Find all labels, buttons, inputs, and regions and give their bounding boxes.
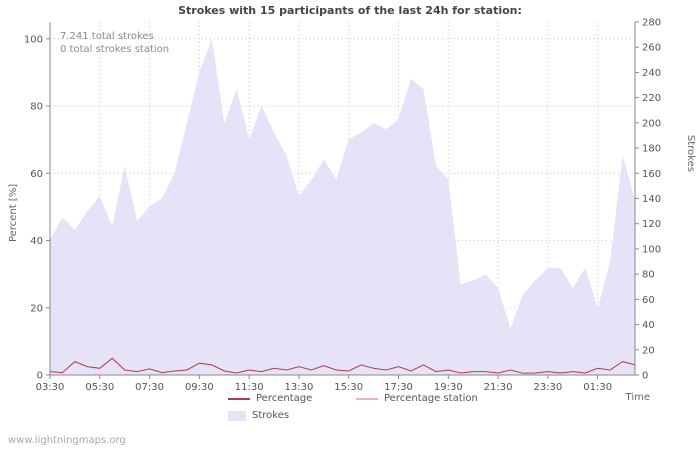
tick-label-x: 05:30	[85, 382, 114, 393]
legend: Percentage Percentage station Strokes	[228, 393, 576, 421]
tick-label-right: 200	[642, 118, 661, 129]
tick-label-x: 21:30	[484, 382, 513, 393]
annotation-total-strokes-station: 0 total strokes station	[60, 44, 170, 55]
tick-label-left: 20	[30, 303, 43, 314]
percentage-station-line-swatch	[356, 397, 378, 400]
tick-label-x: 19:30	[434, 382, 463, 393]
line-percentage	[49, 357, 636, 374]
y-axis-label-right: Strokes	[685, 134, 696, 172]
tick-label-x: 15:30	[334, 382, 363, 393]
legend-label-percentage-station: Percentage station	[384, 393, 478, 404]
tick-label-right: 260	[642, 43, 661, 54]
y-axis-label-left: Percent [%]	[8, 183, 19, 242]
tick-label-right: 100	[642, 244, 661, 255]
tick-label-right: 160	[642, 169, 661, 180]
chart-title: Strokes with 15 participants of the last…	[178, 4, 522, 17]
tick-label-right: 120	[642, 219, 661, 230]
annotation-total-strokes: 7.241 total strokes	[60, 31, 154, 42]
tick-label-x: 01:30	[583, 382, 612, 393]
tick-label-right: 280	[642, 18, 661, 29]
legend-item-strokes: Strokes	[228, 410, 356, 421]
tick-label-left: 40	[30, 236, 43, 247]
tick-label-left: 100	[24, 34, 43, 45]
legend-item-percentage: Percentage	[228, 393, 356, 404]
tick-label-right: 20	[642, 345, 655, 356]
x-axis-label: Time	[625, 392, 650, 403]
tick-label-right: 40	[642, 320, 655, 331]
percentage-line-swatch	[228, 397, 250, 400]
tick-label-x: 09:30	[185, 382, 214, 393]
tick-label-left: 80	[30, 102, 43, 113]
legend-label-strokes: Strokes	[252, 410, 290, 421]
tick-label-right: 80	[642, 270, 655, 281]
area-strokes	[50, 38, 635, 376]
tick-label-right: 60	[642, 295, 655, 306]
tick-label-right: 240	[642, 68, 661, 79]
strokes-area-swatch	[228, 410, 246, 421]
tick-label-right: 0	[642, 371, 648, 382]
tick-label-x: 13:30	[285, 382, 314, 393]
tick-label-right: 140	[642, 194, 661, 205]
legend-label-percentage: Percentage	[256, 393, 313, 404]
legend-item-percentage-station: Percentage station	[356, 393, 576, 404]
tick-label-right: 180	[642, 144, 661, 155]
tick-label-x: 03:30	[36, 382, 65, 393]
tick-label-right: 220	[642, 93, 661, 104]
tick-label-x: 17:30	[384, 382, 413, 393]
watermark-link[interactable]: www.lightningmaps.org	[8, 435, 126, 446]
tick-label-left: 0	[37, 371, 43, 382]
tick-label-x: 11:30	[235, 382, 264, 393]
tick-label-left: 60	[30, 169, 43, 180]
tick-label-x: 23:30	[533, 382, 562, 393]
tick-label-x: 07:30	[135, 382, 164, 393]
